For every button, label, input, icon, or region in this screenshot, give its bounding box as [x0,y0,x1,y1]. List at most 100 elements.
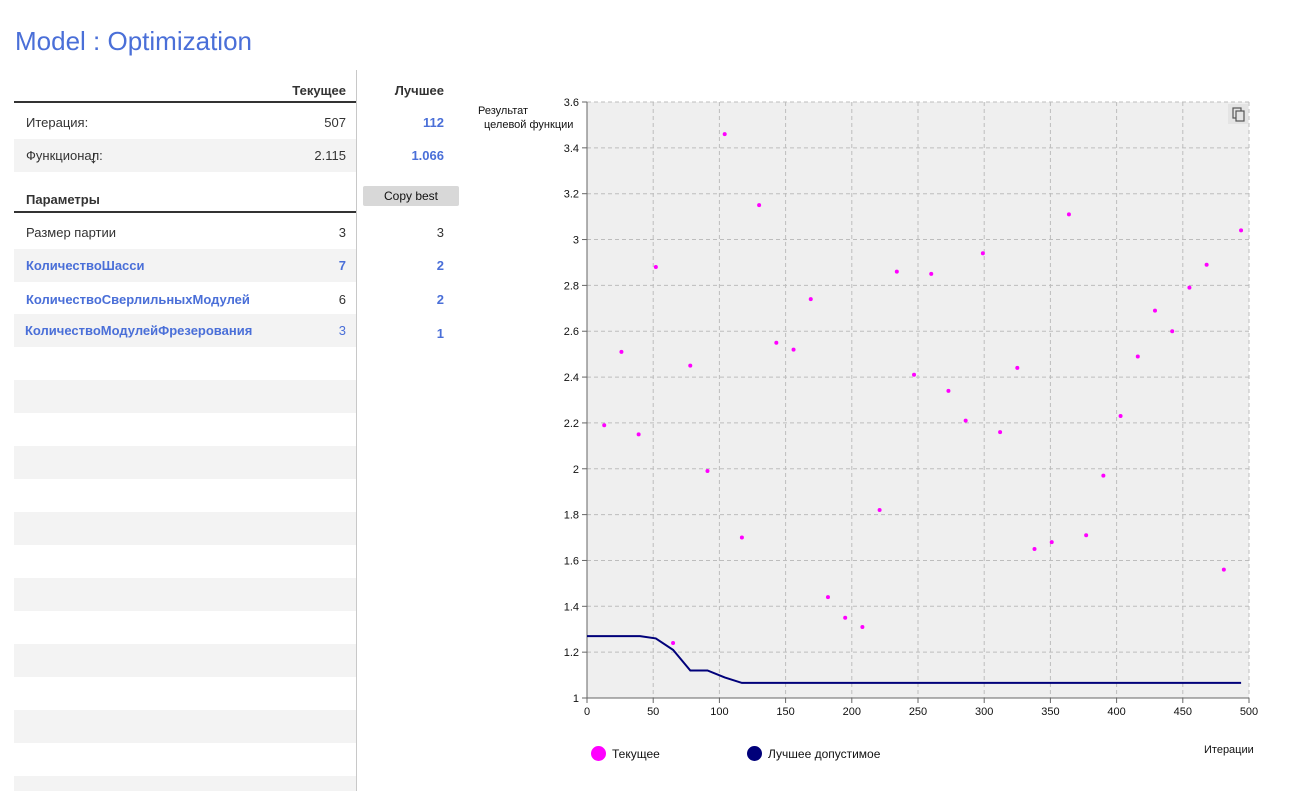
data-point-current [791,347,796,352]
y-tick-label: 2.2 [564,418,579,430]
arrow-down-cursor-icon: ↓ [89,147,98,167]
empty-row [14,710,356,743]
chart-ylabel: Результат целевой функции [476,104,573,132]
data-point-current [1187,285,1192,290]
data-point-current [705,469,710,474]
data-point-current [1084,533,1089,538]
series-line-best [587,635,1242,684]
chart-xlabel: Итерации [1204,744,1254,756]
data-point-current [619,349,624,354]
legend-item-best[interactable]: Лучшее допустимое [747,746,880,761]
row-best-value: 1.066 [411,148,444,163]
y-tick-label: 1.4 [564,601,579,613]
x-tick-label: 500 [1240,706,1258,718]
y-tick-label: 1 [573,693,579,705]
legend-label-best: Лучшее допустимое [768,746,881,761]
header-rule [14,101,356,103]
y-tick-label: 2.4 [564,372,579,384]
table-row-iteration: Итерация: 507 [14,106,356,139]
empty-row [14,644,356,677]
param-current-value: 7 [338,258,346,273]
data-point-current [963,418,968,423]
param-best-value: 1 [436,326,444,341]
param-link[interactable]: КоличествоШасси [26,258,145,273]
param-best-value: 3 [436,225,444,240]
data-point-current [1135,354,1140,359]
data-point-current [843,615,848,620]
legend-label-current: Текущее [612,746,660,761]
y-tick-label: 1.2 [564,647,579,659]
page-title: Model : Optimization [15,26,252,56]
table-row-param: КоличествоМодулейФрезерования 3 [14,314,356,347]
data-point-current [980,251,985,256]
x-tick-label: 400 [1107,706,1125,718]
legend-swatch-best [747,746,762,761]
copy-glyph [1232,107,1245,122]
plot-area [587,102,1249,698]
data-point-current [808,297,813,302]
data-point-current [739,535,744,540]
y-tick-label: 3 [573,235,579,247]
y-tick-label: 1.8 [564,510,579,522]
empty-row [14,776,356,791]
table-row-param: КоличествоСверлильныхМодулей 6 [14,283,356,316]
data-point-current [912,372,917,377]
param-best-value: 2 [436,258,444,273]
legend-swatch-current [591,746,606,761]
data-point-current [653,265,658,270]
data-point-current [1221,567,1226,572]
table-row-param: КоличествоШасси 7 [14,249,356,282]
y-tick-label: 2 [573,464,579,476]
column-divider [356,70,357,791]
row-label: Итерация: [26,115,89,130]
data-point-current [671,640,676,645]
row-label: Функционал: [26,148,103,163]
y-tick-label: 2.6 [564,326,579,338]
empty-row [14,578,356,611]
data-point-current [877,508,882,513]
column-header-best: Лучшее [394,83,444,98]
data-point-current [774,340,779,345]
copy-best-button[interactable]: Copy best [363,186,459,206]
x-tick-label: 100 [710,706,728,718]
param-best-value: 2 [436,292,444,307]
data-point-current [894,269,899,274]
data-point-current [998,430,1003,435]
data-point-current [602,423,607,428]
data-point-current [688,363,693,368]
empty-row [14,446,356,479]
data-point-current [757,203,762,208]
param-link[interactable]: КоличествоСверлильныхМодулей [26,292,250,307]
param-current-value: 6 [338,292,346,307]
data-point-current [722,132,727,137]
table-row-functional: Функционал: 2.115 [14,139,356,172]
empty-row [14,380,356,413]
param-link[interactable]: КоличествоМодулейФрезерования [25,323,253,338]
data-point-current [1049,540,1054,545]
data-point-current [946,388,951,393]
column-header-current: Текущее [292,83,346,98]
data-point-current [1032,547,1037,551]
data-point-current [860,624,865,629]
x-tick-label: 300 [975,706,993,718]
copy-chart-icon[interactable] [1228,104,1248,124]
data-point-current [1101,473,1106,478]
row-current-value: 507 [324,115,346,130]
data-point-current [1204,262,1209,267]
data-point-current [1239,228,1244,233]
data-point-current [1015,365,1020,370]
legend-item-current[interactable]: Текущее [591,746,660,761]
row-best-value: 112 [423,115,444,130]
x-tick-label: 250 [909,706,927,718]
x-tick-label: 350 [1041,706,1059,718]
empty-row [14,512,356,545]
x-tick-label: 450 [1174,706,1192,718]
y-tick-label: 2.8 [564,280,579,292]
ylabel-line-2: целевой функции [484,119,574,131]
table-row-param: Размер партии 3 [14,216,356,249]
params-rule [14,211,356,213]
y-tick-label: 3.2 [564,189,579,201]
data-point-current [636,432,641,437]
data-point-current [1118,414,1123,419]
ylabel-line-1: Результат [478,105,529,117]
